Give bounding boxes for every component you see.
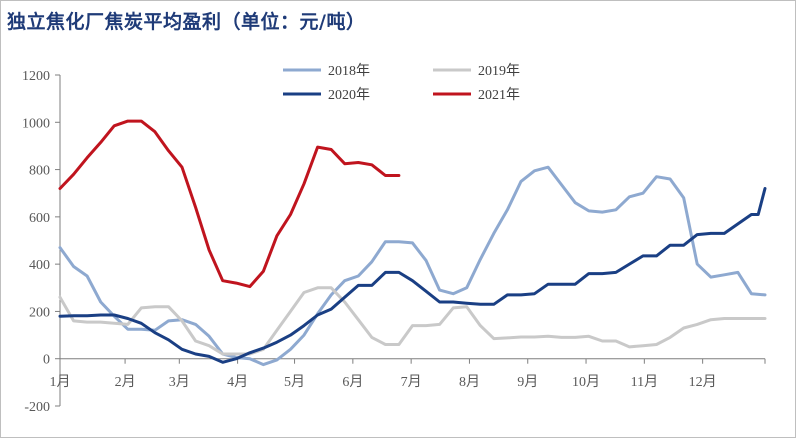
x-tick-label: 5月 [284, 374, 305, 390]
x-tick-label: 6月 [342, 374, 363, 390]
y-tick-label: 600 [29, 211, 50, 226]
legend-label-3: 2021年 [478, 87, 520, 103]
series-line-0 [58, 165, 767, 367]
x-tick-label: 4月 [227, 374, 248, 390]
x-tick-label: 1月 [50, 374, 71, 390]
legend: 2018年 2019年 2020年 2021年 [283, 63, 520, 103]
legend-label-2: 2020年 [328, 87, 370, 103]
y-tick-label: 0 [43, 353, 50, 368]
x-tick-label: 11月 [631, 374, 658, 390]
y-tick-label: 1200 [22, 69, 50, 84]
chart-title: 独立焦化厂焦炭平均盈利（单位：元/吨） [7, 11, 366, 33]
series-line-1 [58, 286, 767, 356]
series-layer [58, 119, 767, 367]
series-line-2 [58, 187, 767, 364]
x-tick-label: 10月 [572, 374, 600, 390]
series-line-3 [58, 119, 401, 289]
x-tick-label: 2月 [115, 374, 136, 390]
legend-label-0: 2018年 [328, 63, 370, 79]
y-tick-label: 800 [29, 164, 50, 179]
x-tick-label: 3月 [169, 374, 190, 390]
legend-label-1: 2019年 [478, 63, 520, 79]
x-tick-label: 9月 [517, 374, 538, 390]
y-tick-label: 400 [29, 258, 50, 273]
y-tick-label: 1000 [22, 116, 50, 131]
x-tick-label: 8月 [459, 374, 480, 390]
y-tick-label: 200 [29, 305, 50, 320]
x-tick-label: 7月 [401, 374, 422, 390]
x-tick-label: 12月 [689, 374, 717, 390]
y-tick-label: -200 [24, 400, 50, 415]
